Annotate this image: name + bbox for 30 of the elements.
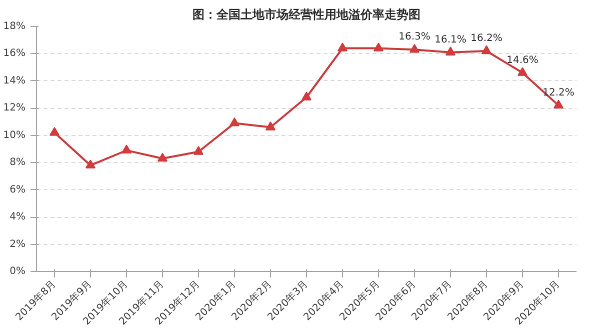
y-tick-label: 12% [3,102,26,114]
point [86,160,96,168]
point [482,45,492,54]
point [374,42,384,52]
y-tick-label: 4% [10,212,26,223]
point [266,122,276,130]
chart-title: 图：全国土地市场经营性用地溢价率走势图 [192,8,420,22]
y-tick-label: 18% [3,21,26,32]
y-tick-label: 16% [3,48,26,60]
y-tick-label: 14% [3,75,26,86]
point [194,146,204,155]
point [50,126,60,136]
data-label: 16.1% [434,34,466,46]
point [554,100,564,109]
point [158,152,168,162]
y-tick-label: 10% [3,130,26,141]
data-label: 14.6% [506,54,538,66]
y-tick-label: 0% [10,266,26,277]
y-tick-label: 2% [10,238,26,250]
y-tick-label: 6% [10,184,26,196]
point [302,92,312,100]
data-label: 16.2% [470,33,502,44]
point [338,42,348,52]
y-tick-label: 8% [10,157,26,168]
point [122,144,132,154]
point [446,46,456,56]
point [230,117,240,126]
point [518,67,528,76]
data-label: 16.3% [398,32,430,43]
point [410,44,420,53]
